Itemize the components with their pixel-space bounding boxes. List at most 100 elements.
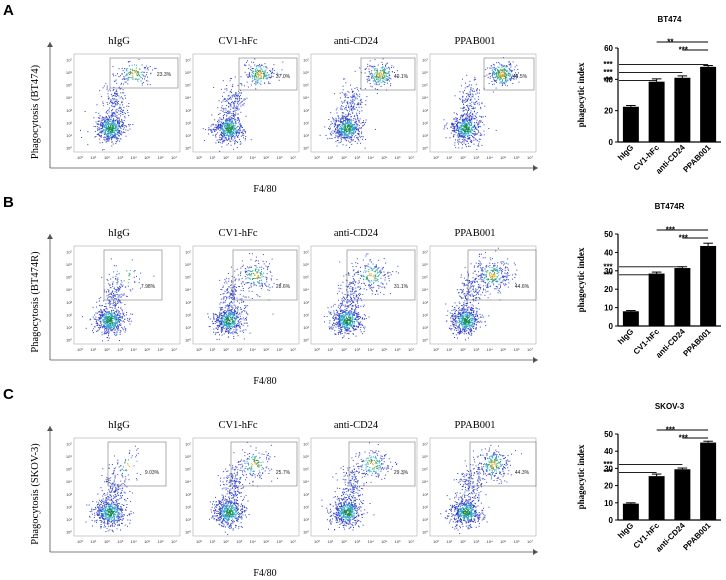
event-dot — [233, 331, 235, 333]
event-dot — [212, 312, 214, 314]
event-dot — [237, 113, 239, 115]
event-dot — [118, 117, 120, 119]
event-dot — [341, 134, 343, 136]
event-dot — [235, 97, 237, 99]
event-dot — [469, 124, 471, 126]
event-dot — [108, 333, 109, 335]
event-dot — [506, 65, 508, 67]
event-dot — [102, 314, 104, 316]
event-dot — [221, 121, 222, 123]
event-dot — [117, 73, 118, 75]
event-dot — [108, 109, 110, 111]
event-dot — [219, 312, 221, 314]
event-dot — [353, 132, 355, 134]
event-dot — [391, 67, 392, 68]
event-dot — [463, 118, 465, 120]
event-dot — [103, 323, 105, 325]
event-dot — [351, 137, 353, 138]
event-dot — [374, 73, 376, 75]
event-dot — [222, 95, 223, 97]
event-dot — [505, 79, 506, 81]
event-dot — [238, 129, 239, 131]
event-dot — [112, 129, 114, 131]
event-dot — [345, 129, 347, 131]
event-dot — [330, 131, 332, 133]
event-dot — [104, 322, 106, 324]
event-dot — [472, 128, 473, 130]
event-dot — [108, 115, 110, 117]
event-dot — [106, 111, 107, 113]
event-dot — [119, 300, 121, 301]
event-dot — [462, 124, 464, 126]
event-dot — [357, 117, 359, 119]
event-dot — [278, 79, 280, 81]
event-dot — [264, 71, 266, 73]
event-dot — [260, 68, 262, 70]
event-dot — [342, 121, 344, 123]
event-dot — [223, 118, 225, 120]
event-dot — [494, 72, 496, 74]
event-dot — [506, 76, 508, 78]
event-dot — [222, 315, 224, 317]
event-dot — [345, 132, 347, 134]
event-dot — [231, 117, 233, 119]
event-dot — [451, 122, 453, 124]
event-dot — [340, 106, 342, 108]
event-dot — [122, 123, 124, 125]
event-dot — [236, 99, 238, 101]
event-dot — [513, 69, 515, 71]
event-dot — [346, 119, 348, 120]
event-dot — [220, 137, 222, 139]
event-dot — [457, 129, 459, 131]
event-dot — [115, 126, 116, 128]
event-dot — [378, 77, 380, 79]
event-dot — [95, 121, 97, 123]
event-dot — [475, 93, 477, 95]
event-dot — [460, 107, 462, 109]
event-dot — [332, 130, 334, 132]
event-dot — [233, 122, 235, 124]
event-dot — [231, 266, 232, 268]
event-dot — [235, 332, 237, 334]
event-dot — [334, 131, 335, 133]
event-dot — [476, 103, 478, 105]
event-dot — [377, 84, 379, 86]
event-dot — [108, 289, 110, 291]
event-dot — [505, 65, 507, 67]
event-dot — [115, 96, 117, 97]
event-dot — [100, 315, 102, 317]
event-dot — [487, 77, 489, 78]
event-dot — [336, 107, 338, 109]
event-dot — [344, 106, 346, 108]
event-dot — [347, 101, 349, 103]
event-dot — [493, 72, 495, 74]
event-dot — [469, 80, 471, 82]
event-dot — [499, 71, 501, 73]
event-dot — [101, 116, 103, 118]
event-dot — [130, 290, 132, 292]
event-dot — [97, 129, 99, 131]
event-dot — [354, 121, 356, 123]
event-dot — [256, 65, 258, 67]
event-dot — [144, 75, 146, 77]
event-dot — [243, 99, 245, 101]
event-dot — [470, 104, 472, 106]
event-dot — [118, 288, 120, 290]
event-dot — [453, 112, 455, 114]
event-dot — [249, 72, 251, 74]
event-dot — [463, 133, 465, 135]
event-dot — [464, 118, 466, 120]
event-dot — [103, 322, 105, 324]
event-dot — [115, 109, 117, 111]
event-dot — [352, 101, 354, 103]
event-dot — [127, 285, 129, 287]
event-dot — [223, 98, 225, 100]
event-dot — [231, 311, 233, 313]
event-dot — [214, 318, 216, 320]
event-dot — [247, 314, 249, 316]
event-dot — [109, 138, 111, 140]
event-dot — [121, 317, 123, 319]
event-dot — [351, 135, 353, 137]
event-dot — [463, 136, 465, 138]
